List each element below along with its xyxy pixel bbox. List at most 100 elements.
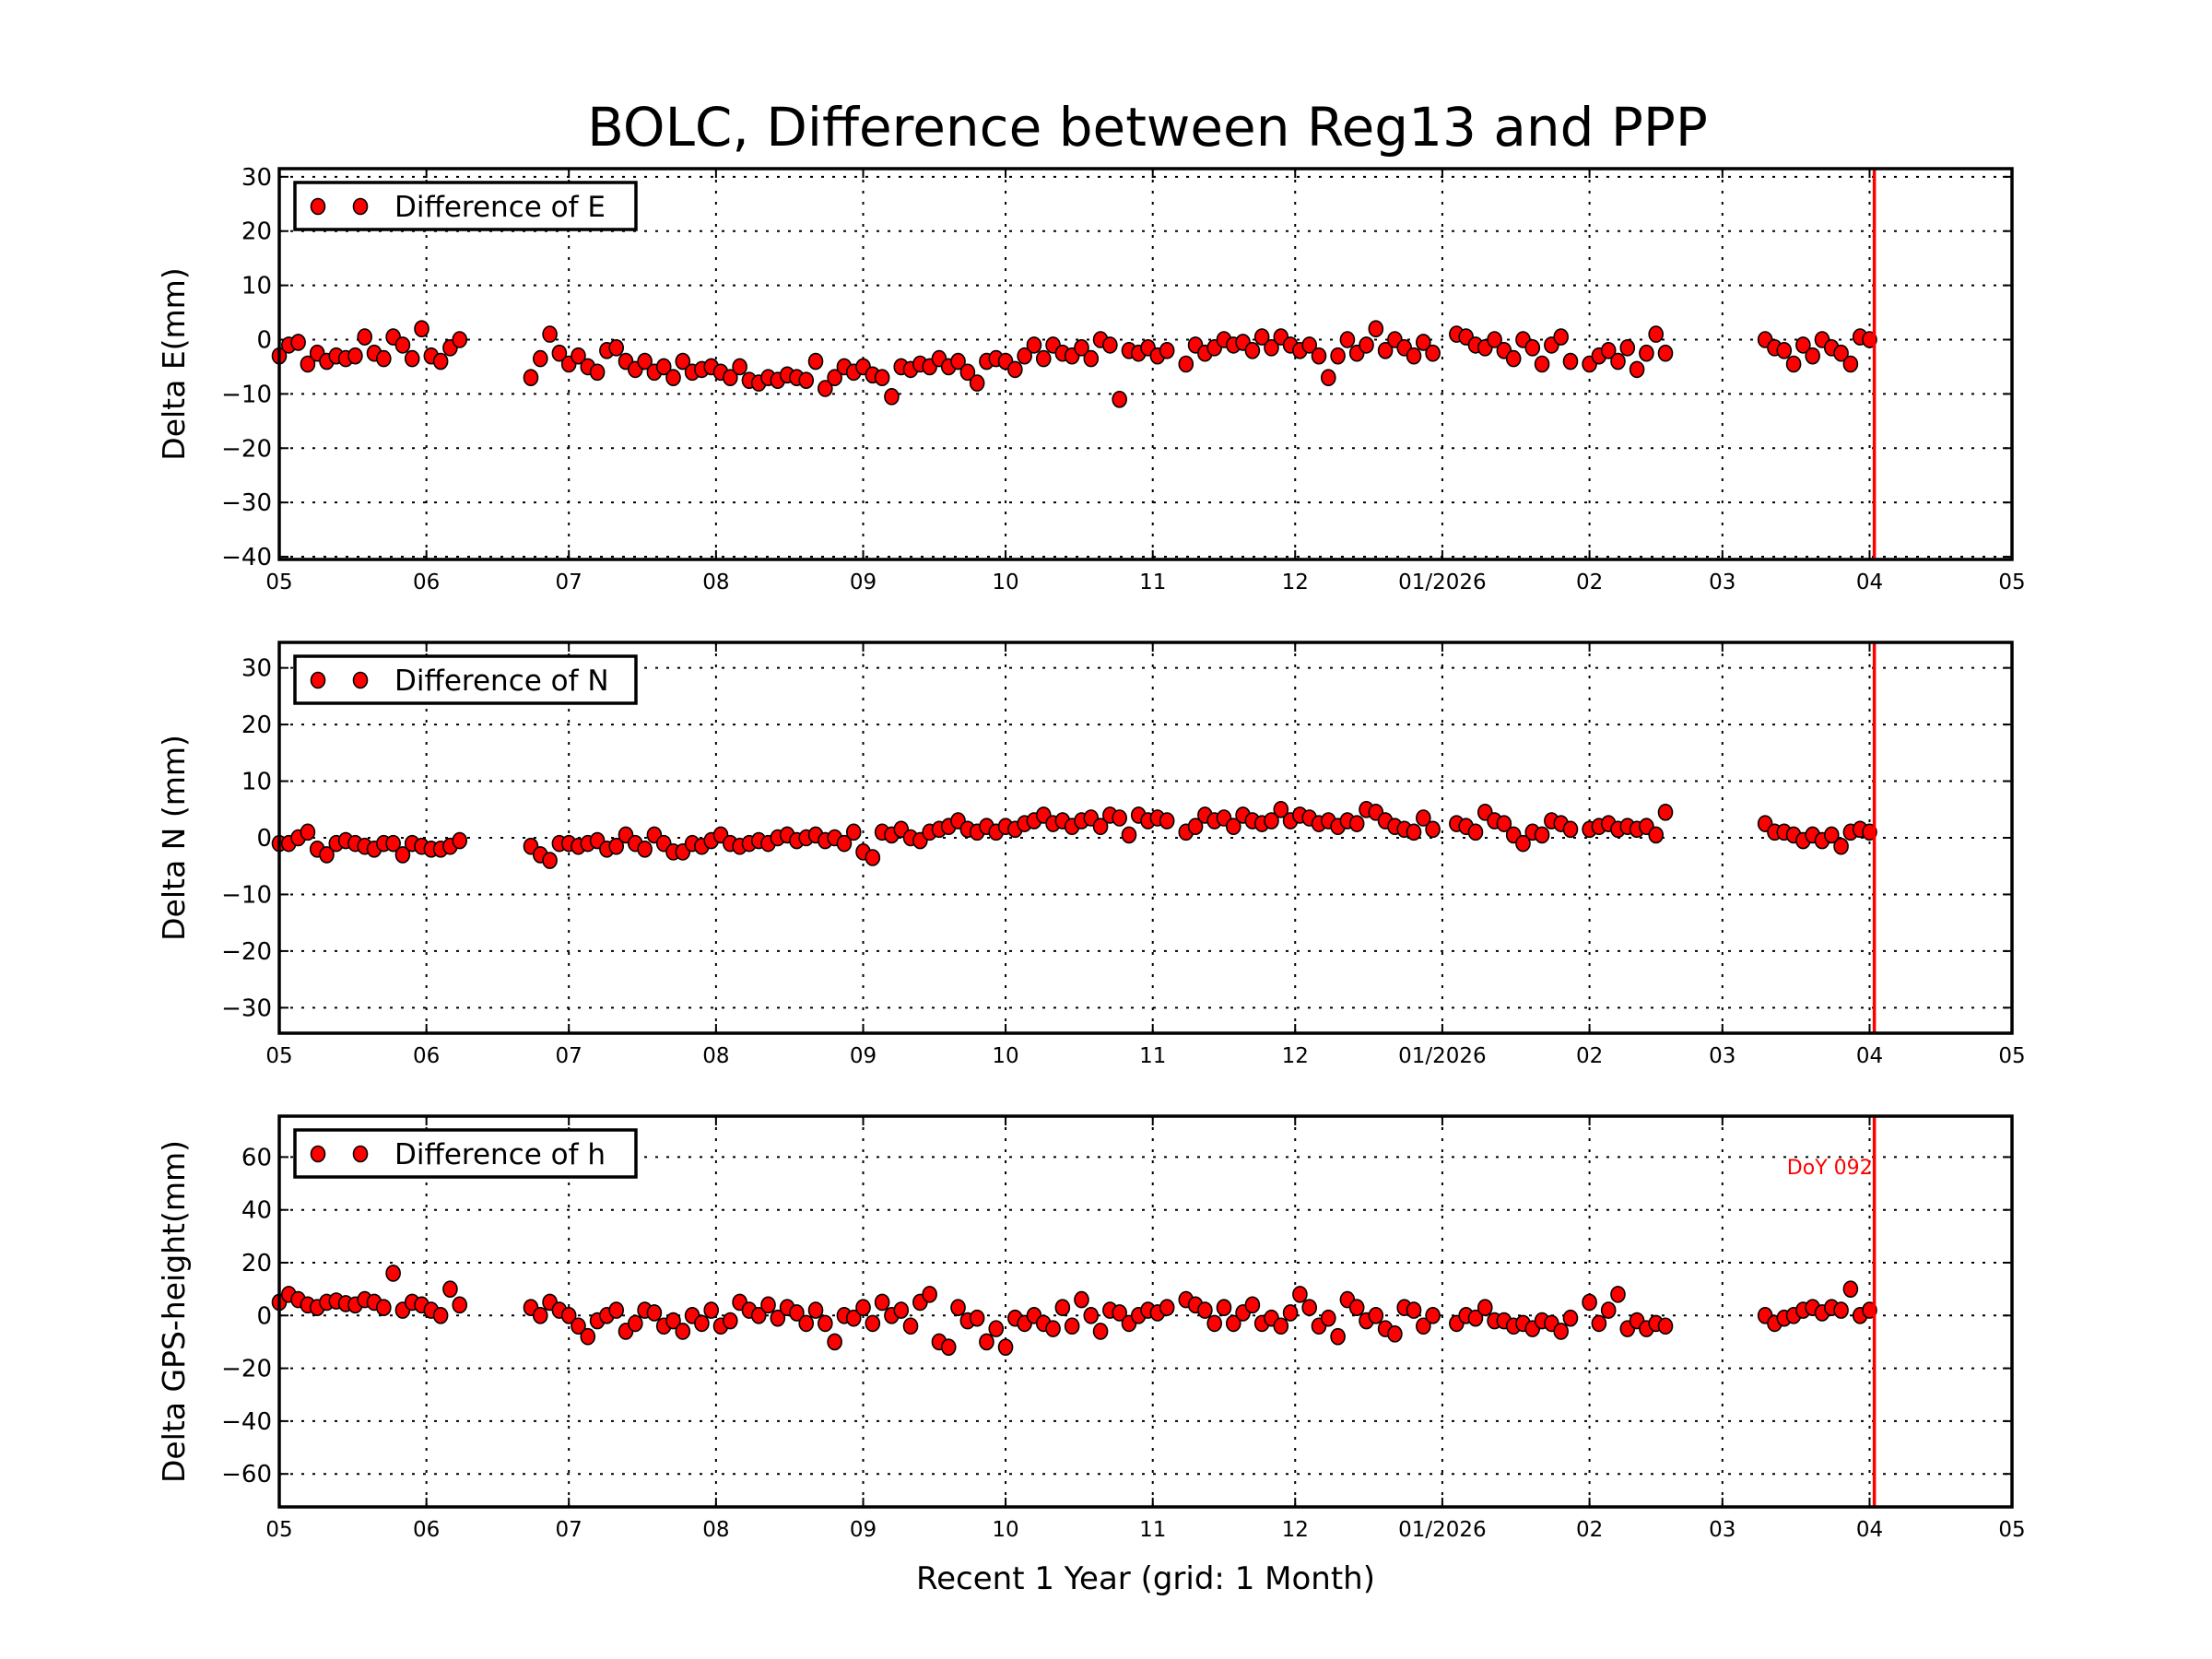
data-point [1348,1299,1365,1317]
data-point [818,1314,833,1333]
data-point [1301,336,1317,354]
y-tick-label: −30 [221,489,272,517]
data-point [1330,347,1346,365]
data-point [637,840,653,858]
data-point [300,823,316,841]
legend-label: Difference of h [394,1138,606,1171]
x-tick-label: 05 [1998,1518,2025,1542]
data-point [1244,341,1261,359]
legend-marker [310,197,326,216]
data-point [1273,800,1289,818]
data-point [807,1301,824,1319]
legend-label: Difference of N [394,665,609,698]
data-point [902,1317,919,1335]
data-point [818,380,833,397]
axes-frame [277,167,2014,561]
data-points [271,320,1877,408]
data-point [922,1286,937,1303]
data-point [1833,837,1849,855]
x-tick-label: 03 [1709,1044,1735,1068]
data-point [1187,818,1204,836]
x-tick-label: 11 [1139,1044,1166,1068]
x-tick-label: 11 [1139,1518,1166,1542]
data-point [1610,1286,1626,1303]
data-point [1562,1309,1579,1327]
y-axis-label: Delta E(mm) [156,267,192,460]
data-point [1553,1323,1569,1340]
data-point [1092,818,1109,836]
x-tick-label: 02 [1576,1518,1603,1542]
data-point [1562,820,1579,839]
x-tick-label: 01/2026 [1398,1518,1487,1542]
data-point [376,349,392,368]
data-point [997,1338,1014,1356]
data-point [523,369,539,387]
x-tick-label: 04 [1856,1518,1883,1542]
data-point [551,344,568,362]
data-point [1805,347,1820,365]
data-point [1477,1299,1493,1317]
x-tick-label: 05 [1998,571,2025,594]
legend-marker [352,197,369,216]
data-point [874,1293,890,1312]
y-tick-label: 0 [256,327,272,355]
data-point [1406,347,1422,365]
data-point [1842,355,1859,373]
data-point [1842,1280,1859,1298]
data-point [452,831,468,850]
data-point [319,846,335,864]
data-point [1216,1299,1232,1317]
data-point [1273,1317,1289,1335]
x-tick-label: 12 [1282,1518,1309,1542]
data-point [1253,328,1270,346]
data-point [1045,1320,1061,1337]
data-point [1657,1317,1674,1335]
x-tick-label: 04 [1856,571,1883,594]
data-point [1083,1306,1100,1324]
legend: Difference of h [293,1128,638,1179]
legend: Difference of N [293,654,638,705]
x-tick-label: 04 [1856,1044,1883,1068]
data-point [760,1296,776,1314]
y-tick-label: −10 [221,381,272,408]
data-point [628,1314,643,1333]
data-point [950,1299,966,1317]
data-points [271,800,1877,869]
legend-box [293,1128,638,1179]
data-point [1648,325,1664,343]
x-tick-label: 02 [1576,571,1603,594]
x-tick-label: 05 [265,1518,292,1542]
x-tick-label: 11 [1139,571,1166,594]
data-point [979,1333,994,1351]
data-point [750,1306,767,1324]
data-point [1121,826,1137,844]
x-tick-label: 02 [1576,1044,1603,1068]
data-point [1092,1323,1109,1340]
data-point [637,352,653,371]
data-point [1776,341,1793,359]
data-point [865,849,881,866]
data-point [723,369,738,387]
data-point [1321,369,1336,387]
data-point [580,1327,596,1346]
data-point [1330,1327,1346,1346]
data-point [1377,341,1394,359]
data-point [789,1304,805,1322]
data-point [1823,826,1840,844]
data-point [432,352,449,371]
data-point [1282,1304,1299,1322]
x-tick-label: 12 [1282,1044,1309,1068]
data-point [432,1306,449,1324]
data-point [571,1317,586,1335]
data-point [608,339,624,357]
x-tick-label: 08 [702,571,729,594]
data-point [290,334,306,351]
data-point [1610,352,1626,371]
axes-frame [277,1114,2014,1509]
legend-marker [352,1145,369,1163]
y-tick-label: −20 [221,938,272,966]
x-tick-label: 03 [1709,1518,1735,1542]
data-point [770,1309,786,1327]
data-point [665,369,681,387]
data-point [845,823,862,841]
